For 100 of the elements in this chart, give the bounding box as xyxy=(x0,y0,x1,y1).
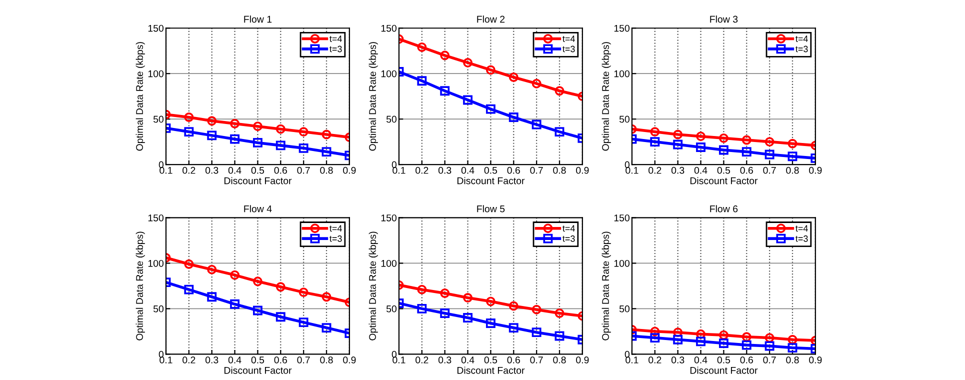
point xyxy=(673,328,683,338)
x-tick-label: 0.8 xyxy=(553,356,566,364)
point xyxy=(532,328,542,338)
x-tick-label: 0.8 xyxy=(786,166,799,174)
point xyxy=(276,282,286,292)
point xyxy=(718,133,728,143)
x-tick-label: 0.7 xyxy=(297,166,310,174)
y-tick-label: 0 xyxy=(624,350,630,358)
point xyxy=(673,140,683,150)
y-tick-label: 50 xyxy=(386,305,397,312)
x-tick-label: 0.8 xyxy=(320,166,333,174)
x-tick-label: 0.4 xyxy=(228,166,242,174)
point xyxy=(230,270,240,280)
y-tick-label: 100 xyxy=(614,70,630,78)
y-tick-label: 50 xyxy=(153,305,164,312)
y-tick-label: 150 xyxy=(614,24,630,32)
y-tick-label: 100 xyxy=(148,260,164,267)
x-tick-label: 0.4 xyxy=(461,166,474,174)
x-tick-label: 0.5 xyxy=(717,166,730,174)
y-tick-label: 150 xyxy=(148,214,164,222)
point xyxy=(440,86,450,96)
x-tick-label: 0.5 xyxy=(484,166,498,174)
point xyxy=(742,135,752,145)
point xyxy=(788,152,798,162)
x-tick-label: 0.4 xyxy=(461,356,474,364)
point xyxy=(673,334,683,344)
x-axis-title: Discount Factor xyxy=(690,366,758,374)
chart-title: Flow 2 xyxy=(477,16,505,23)
x-tick-label: 0.3 xyxy=(671,356,684,364)
point xyxy=(554,308,564,318)
x-tick-label: 0.7 xyxy=(763,166,776,174)
point xyxy=(718,330,728,340)
x-tick-label: 0.6 xyxy=(507,356,520,364)
point xyxy=(463,293,472,302)
point xyxy=(207,130,217,140)
x-tick-label: 0.2 xyxy=(648,356,662,364)
legend-label: t=4 xyxy=(330,36,342,42)
y-tick-label: 150 xyxy=(381,24,397,32)
point xyxy=(486,104,496,114)
y-tick-label: 100 xyxy=(381,260,397,267)
point xyxy=(554,331,564,341)
legend-label: t=3 xyxy=(330,235,342,242)
point xyxy=(252,122,262,132)
x-tick-label: 0.6 xyxy=(740,356,753,364)
x-tick-label: 0.1 xyxy=(626,166,638,174)
y-tick-label: 50 xyxy=(619,116,630,123)
legend-label: t=3 xyxy=(562,235,575,242)
x-tick-label: 0.6 xyxy=(274,356,287,364)
x-tick-label: 0.3 xyxy=(438,356,452,364)
x-tick-label: 0.2 xyxy=(416,356,428,364)
y-tick-label: 150 xyxy=(381,214,397,222)
x-tick-label: 0.5 xyxy=(251,356,264,364)
point xyxy=(696,329,706,339)
point xyxy=(184,112,194,122)
x-tick-label: 0.9 xyxy=(343,166,356,174)
point xyxy=(463,313,472,323)
chart-title: Flow 6 xyxy=(710,205,738,212)
y-axis-title: Optimal Data Rate (kbps) xyxy=(136,232,145,340)
y-axis-title: Optimal Data Rate (kbps) xyxy=(602,42,611,151)
point xyxy=(230,134,240,144)
y-axis-title: Optimal Data Rate (kbps) xyxy=(368,42,378,151)
point xyxy=(207,264,217,274)
legend-label: t=3 xyxy=(796,235,808,242)
point xyxy=(276,124,286,134)
x-tick-label: 0.9 xyxy=(343,356,356,364)
x-axis-title: Discount Factor xyxy=(224,177,292,184)
point xyxy=(463,95,472,105)
x-tick-label: 0.3 xyxy=(671,166,684,174)
point xyxy=(508,323,518,333)
x-axis-title: Discount Factor xyxy=(690,177,758,184)
y-tick-label: 0 xyxy=(624,161,630,168)
x-tick-label: 0.7 xyxy=(763,356,776,364)
point xyxy=(463,58,472,68)
x-tick-label: 0.1 xyxy=(626,356,638,364)
legend-label: t=4 xyxy=(330,225,342,232)
point xyxy=(532,304,542,314)
point xyxy=(440,288,450,298)
y-tick-label: 0 xyxy=(392,161,397,168)
point xyxy=(440,308,450,318)
x-tick-label: 0.3 xyxy=(438,166,452,174)
point xyxy=(554,127,564,137)
point xyxy=(742,340,752,350)
point xyxy=(673,130,683,140)
point xyxy=(532,120,542,130)
point xyxy=(417,76,427,86)
x-tick-label: 0.1 xyxy=(392,166,406,174)
point xyxy=(508,72,518,82)
point xyxy=(322,323,332,333)
x-tick-label: 0.7 xyxy=(530,166,543,174)
point xyxy=(417,42,427,52)
point xyxy=(650,137,660,147)
x-tick-label: 0.3 xyxy=(205,356,218,364)
y-tick-label: 0 xyxy=(158,350,164,358)
point xyxy=(718,145,728,155)
point xyxy=(298,288,308,298)
point xyxy=(788,343,798,353)
y-tick-label: 100 xyxy=(381,70,397,78)
point xyxy=(298,143,308,153)
point xyxy=(417,304,427,314)
x-tick-label: 0.5 xyxy=(717,356,730,364)
